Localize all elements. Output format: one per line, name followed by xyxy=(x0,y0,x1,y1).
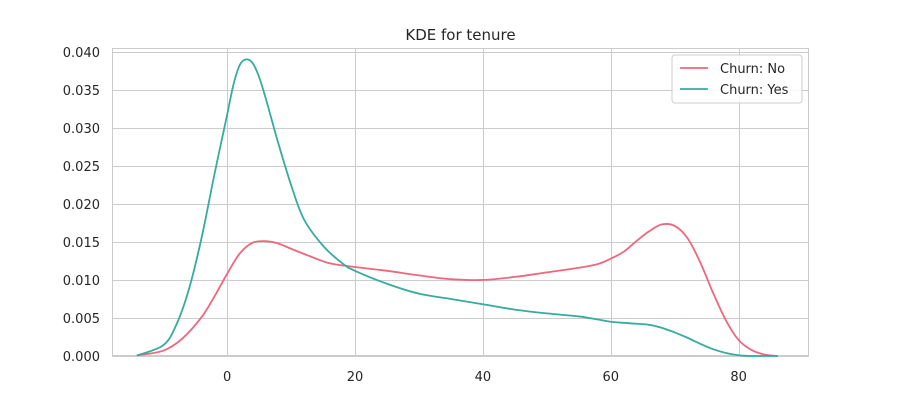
y-tick-label: 0.035 xyxy=(63,84,100,99)
legend-frame xyxy=(671,54,803,104)
x-tick-label: 20 xyxy=(347,370,364,385)
chart-title: KDE for tenure xyxy=(405,26,515,44)
x-tick-label: 80 xyxy=(730,370,747,385)
plot-border xyxy=(112,48,809,356)
legend-label: Churn: No xyxy=(720,62,785,77)
series-line-churn-no xyxy=(136,223,778,357)
y-tick-label: 0.020 xyxy=(63,198,100,213)
tick-labels: 0 20 40 60 80 0.000 0.005 0.010 0.015 0.020 0.025 0… xyxy=(63,46,747,385)
y-tick-label: 0.025 xyxy=(63,160,100,175)
legend: Churn: No Churn: Yes xyxy=(671,54,803,104)
y-tick-label: 0.000 xyxy=(63,350,100,365)
series-line-churn-yes xyxy=(136,58,778,357)
x-tick-label: 40 xyxy=(475,370,492,385)
y-tick-label: 0.040 xyxy=(63,46,100,61)
y-tick-label: 0.010 xyxy=(63,274,100,289)
x-tick-label: 60 xyxy=(602,370,619,385)
legend-label: Churn: Yes xyxy=(720,83,789,98)
grid-lines xyxy=(112,48,809,357)
y-tick-label: 0.005 xyxy=(63,312,100,327)
y-tick-label: 0.015 xyxy=(63,236,100,251)
x-tick-label: 0 xyxy=(223,370,231,385)
series-lines xyxy=(136,58,778,357)
y-tick-label: 0.030 xyxy=(63,122,100,137)
